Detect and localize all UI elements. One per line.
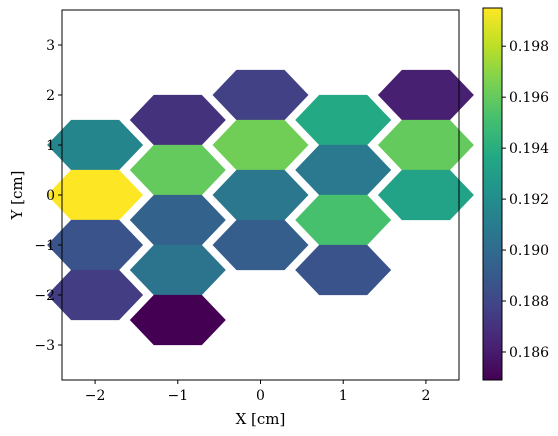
hex-cell <box>212 169 309 221</box>
hex-cell <box>129 294 226 346</box>
hex-cell <box>212 119 309 171</box>
y-axis-ticks: −3 −2 −1 0 1 2 3 <box>34 38 62 354</box>
y-axis-label: Y [cm] <box>8 171 26 221</box>
hex-cells <box>47 69 474 346</box>
hex-cell <box>129 194 226 246</box>
colorbar-tick-label: 0.198 <box>509 39 549 55</box>
colorbar <box>482 7 503 381</box>
x-tick-label: 1 <box>339 388 348 404</box>
hex-cell <box>129 144 226 196</box>
y-tick-label: −2 <box>34 288 55 304</box>
y-tick-label: −1 <box>34 238 55 254</box>
x-axis-label: X [cm] <box>236 410 286 428</box>
hex-cell <box>295 194 392 246</box>
colorbar-tick-label: 0.190 <box>509 243 549 259</box>
colorbar-tick-label: 0.192 <box>509 192 549 208</box>
hex-cell <box>377 169 474 221</box>
hex-cell <box>377 69 474 121</box>
hex-cell <box>129 94 226 146</box>
y-tick-label: −3 <box>34 338 55 354</box>
colorbar-tick-label: 0.194 <box>509 141 549 157</box>
x-tick-label: −2 <box>85 388 106 404</box>
x-axis-ticks: −2 −1 0 1 2 <box>85 380 430 404</box>
y-tick-label: 1 <box>46 138 55 154</box>
x-tick-label: 2 <box>421 388 430 404</box>
colorbar-tick-label: 0.196 <box>509 90 549 106</box>
colorbar-tick-label: 0.186 <box>509 345 549 361</box>
y-tick-label: 0 <box>46 188 55 204</box>
y-tick-label: 3 <box>46 38 55 54</box>
colorbar-tick-label: 0.188 <box>509 294 549 310</box>
hex-cell <box>377 119 474 171</box>
x-tick-label: −1 <box>167 388 188 404</box>
hex-cell <box>47 219 144 271</box>
hex-cell <box>47 169 144 221</box>
colorbar-ticks: 0.186 0.188 0.190 0.192 0.194 0.196 0.198 <box>502 39 549 361</box>
x-tick-label: 0 <box>256 388 265 404</box>
hex-cell <box>212 219 309 271</box>
hex-cell <box>295 144 392 196</box>
hex-cell <box>47 119 144 171</box>
hex-cell <box>295 244 392 296</box>
hex-cell <box>212 69 309 121</box>
hex-cell <box>295 94 392 146</box>
y-tick-label: 2 <box>46 88 55 104</box>
hex-cell <box>129 244 226 296</box>
hex-cell <box>47 269 144 321</box>
